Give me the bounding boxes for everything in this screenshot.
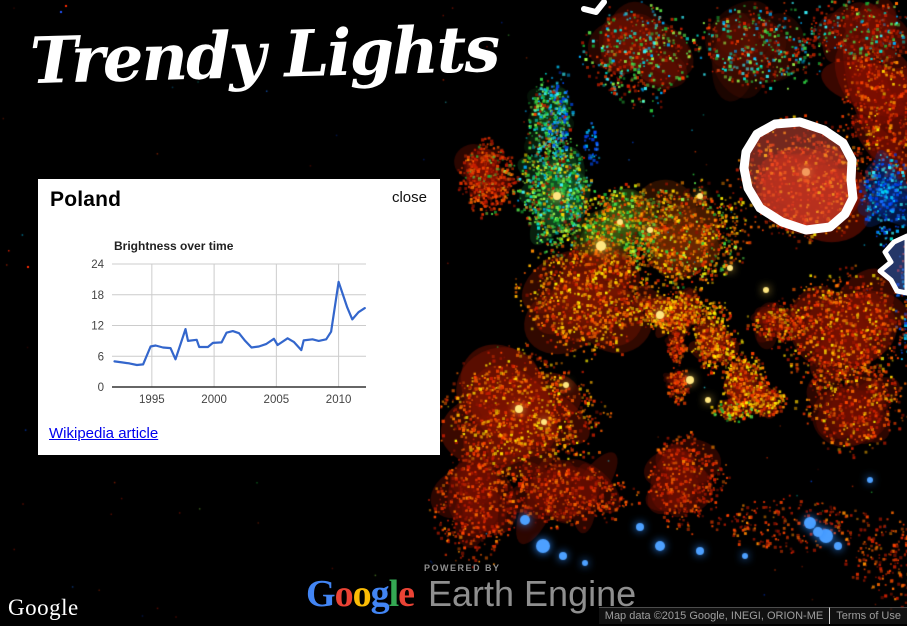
svg-text:18: 18 <box>91 290 104 302</box>
svg-text:24: 24 <box>91 259 104 271</box>
svg-text:0: 0 <box>98 382 104 394</box>
map-data-attribution: Map data ©2015 Google, INEGI, ORION-ME <box>598 607 830 624</box>
close-button[interactable]: close <box>391 189 427 206</box>
svg-text:2005: 2005 <box>264 394 290 406</box>
region-outline-poland[interactable] <box>739 117 858 235</box>
svg-text:2010: 2010 <box>326 394 352 406</box>
google-logo-letter: e <box>398 573 415 615</box>
brightness-chart: 0 6 12 18 24 1995 2000 2005 2010 Brightness over … <box>91 239 366 406</box>
region-outline-partial-top[interactable] <box>581 0 607 15</box>
terms-of-use-link[interactable]: Terms of Use <box>829 607 907 624</box>
svg-text:1995: 1995 <box>139 394 165 406</box>
svg-text:6: 6 <box>98 351 104 363</box>
google-logo-letter: l <box>388 573 400 615</box>
wikipedia-link[interactable]: Wikipedia article <box>49 425 159 442</box>
svg-text:Brightness over time: Brightness over time <box>114 239 234 253</box>
google-logo-letter: o <box>334 573 354 615</box>
svg-text:2000: 2000 <box>201 394 227 406</box>
region-outline-right-edge[interactable] <box>877 233 907 296</box>
google-logo-letter: G <box>306 573 336 615</box>
google-logo-watermark[interactable]: Google <box>8 595 79 620</box>
google-logo-letter: o <box>352 573 372 615</box>
powered-by-label: POWERED BY <box>424 563 501 573</box>
google-logo-letter: g <box>370 573 390 615</box>
info-panel: Poland close 0 6 12 18 24 1995 2000 2005 2010 Bri… <box>38 179 440 455</box>
google-wordmark: Google <box>306 572 415 616</box>
panel-title: Poland <box>50 188 122 211</box>
map-attribution: Map data ©2015 Google, INEGI, ORION-ME T… <box>598 607 907 624</box>
app-title: Trendy Lights <box>29 11 500 100</box>
svg-text:12: 12 <box>91 321 104 333</box>
powered-by-block: Google Earth Engine <box>306 572 636 616</box>
